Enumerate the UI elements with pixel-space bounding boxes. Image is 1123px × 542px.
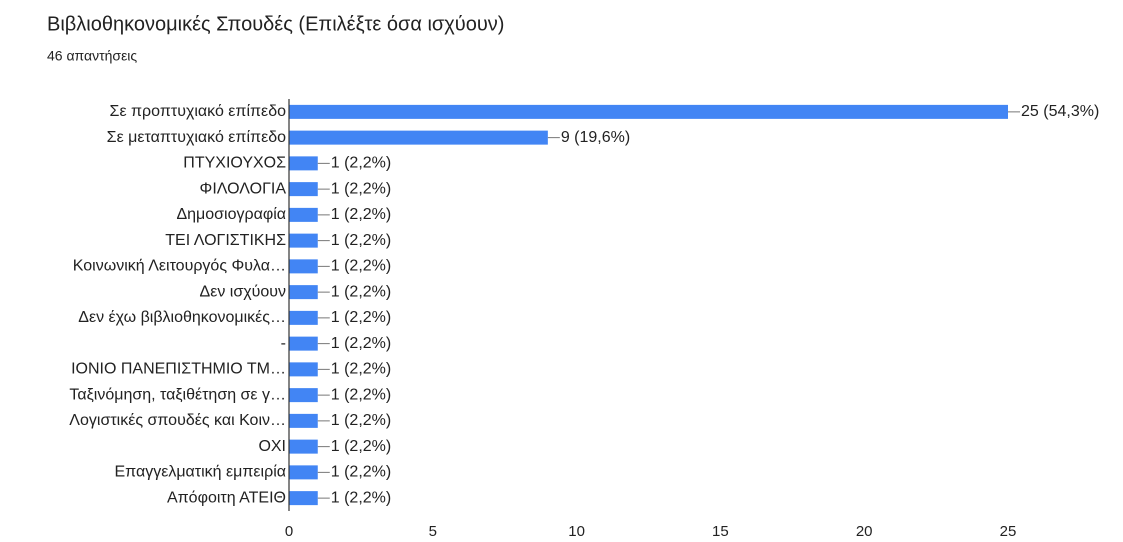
data-label: 1 (2,2%) bbox=[331, 464, 391, 481]
bar bbox=[289, 156, 318, 171]
bar bbox=[289, 388, 318, 403]
y-tick-label: ΤΕΙ ΛΟΓΙΣΤΙΚΗΣ bbox=[165, 232, 286, 249]
bar bbox=[289, 259, 318, 274]
data-label: 1 (2,2%) bbox=[331, 309, 391, 326]
y-tick-label: ΦΙΛΟΛΟΓΙΑ bbox=[200, 180, 287, 197]
x-tick-label: 20 bbox=[856, 523, 873, 540]
y-tick-label: Απόφοιτη ΑΤΕΙΘ bbox=[167, 489, 286, 506]
bar bbox=[289, 207, 318, 222]
bar bbox=[289, 465, 318, 480]
bar bbox=[289, 310, 318, 325]
bar bbox=[289, 233, 318, 248]
x-tick-label: 10 bbox=[568, 523, 585, 540]
data-label: 25 (54,3%) bbox=[1021, 103, 1099, 120]
bar bbox=[289, 130, 548, 145]
data-label: 1 (2,2%) bbox=[331, 206, 391, 223]
bar bbox=[289, 336, 318, 351]
data-label: 1 (2,2%) bbox=[331, 258, 391, 275]
y-tick-label: ΟΧΙ bbox=[258, 438, 286, 455]
y-tick-label: ΠΤΥΧΙΟΥΧΟΣ bbox=[183, 155, 286, 172]
y-tick-label: Σε προπτυχιακό επίπεδο bbox=[110, 103, 287, 120]
y-tick-label: Δεν έχω βιβλιοθηκονομικές… bbox=[78, 309, 286, 326]
y-tick-label: Επαγγελματική εμπειρία bbox=[114, 464, 286, 481]
data-label: 1 (2,2%) bbox=[331, 412, 391, 429]
bar bbox=[289, 491, 318, 506]
y-tick-label: Δημοσιογραφία bbox=[176, 206, 286, 223]
x-tick-label: 5 bbox=[429, 523, 437, 540]
y-tick-label: ΙΟΝΙΟ ΠΑΝΕΠΙΣΤΗΜΙΟ ΤΜ… bbox=[71, 361, 286, 378]
bar bbox=[289, 439, 318, 454]
chart-subtitle: 46 απαντήσεις bbox=[47, 48, 137, 64]
data-label: 1 (2,2%) bbox=[331, 180, 391, 197]
data-label: 9 (19,6%) bbox=[561, 129, 630, 146]
y-tick-label: Ταξινόμηση, ταξιθέτηση σε γ… bbox=[69, 386, 286, 403]
x-tick-label: 0 bbox=[285, 523, 293, 540]
data-label: 1 (2,2%) bbox=[331, 361, 391, 378]
bar bbox=[289, 413, 318, 428]
bar bbox=[289, 362, 318, 377]
data-label: 1 (2,2%) bbox=[331, 386, 391, 403]
data-label: 1 (2,2%) bbox=[331, 232, 391, 249]
data-label: 1 (2,2%) bbox=[331, 438, 391, 455]
data-label: 1 (2,2%) bbox=[331, 155, 391, 172]
x-tick-label: 25 bbox=[1000, 523, 1017, 540]
y-tick-label: Δεν ισχύουν bbox=[200, 283, 287, 300]
y-tick-label: - bbox=[281, 335, 286, 352]
chart-title: Βιβλιοθηκονομικές Σπουδές (Επιλέξτε όσα … bbox=[47, 13, 504, 35]
y-tick-label: Λογιστικές σπουδές και Κοιν… bbox=[69, 412, 286, 429]
y-tick-label: Κοινωνική Λειτουργός Φυλα… bbox=[73, 258, 286, 275]
data-label: 1 (2,2%) bbox=[331, 283, 391, 300]
data-label: 1 (2,2%) bbox=[331, 335, 391, 352]
bar bbox=[289, 104, 1008, 119]
bar bbox=[289, 285, 318, 300]
x-tick-label: 15 bbox=[712, 523, 729, 540]
data-label: 1 (2,2%) bbox=[331, 489, 391, 506]
bar bbox=[289, 182, 318, 197]
y-tick-label: Σε μεταπτυχιακό επίπεδο bbox=[107, 129, 286, 146]
